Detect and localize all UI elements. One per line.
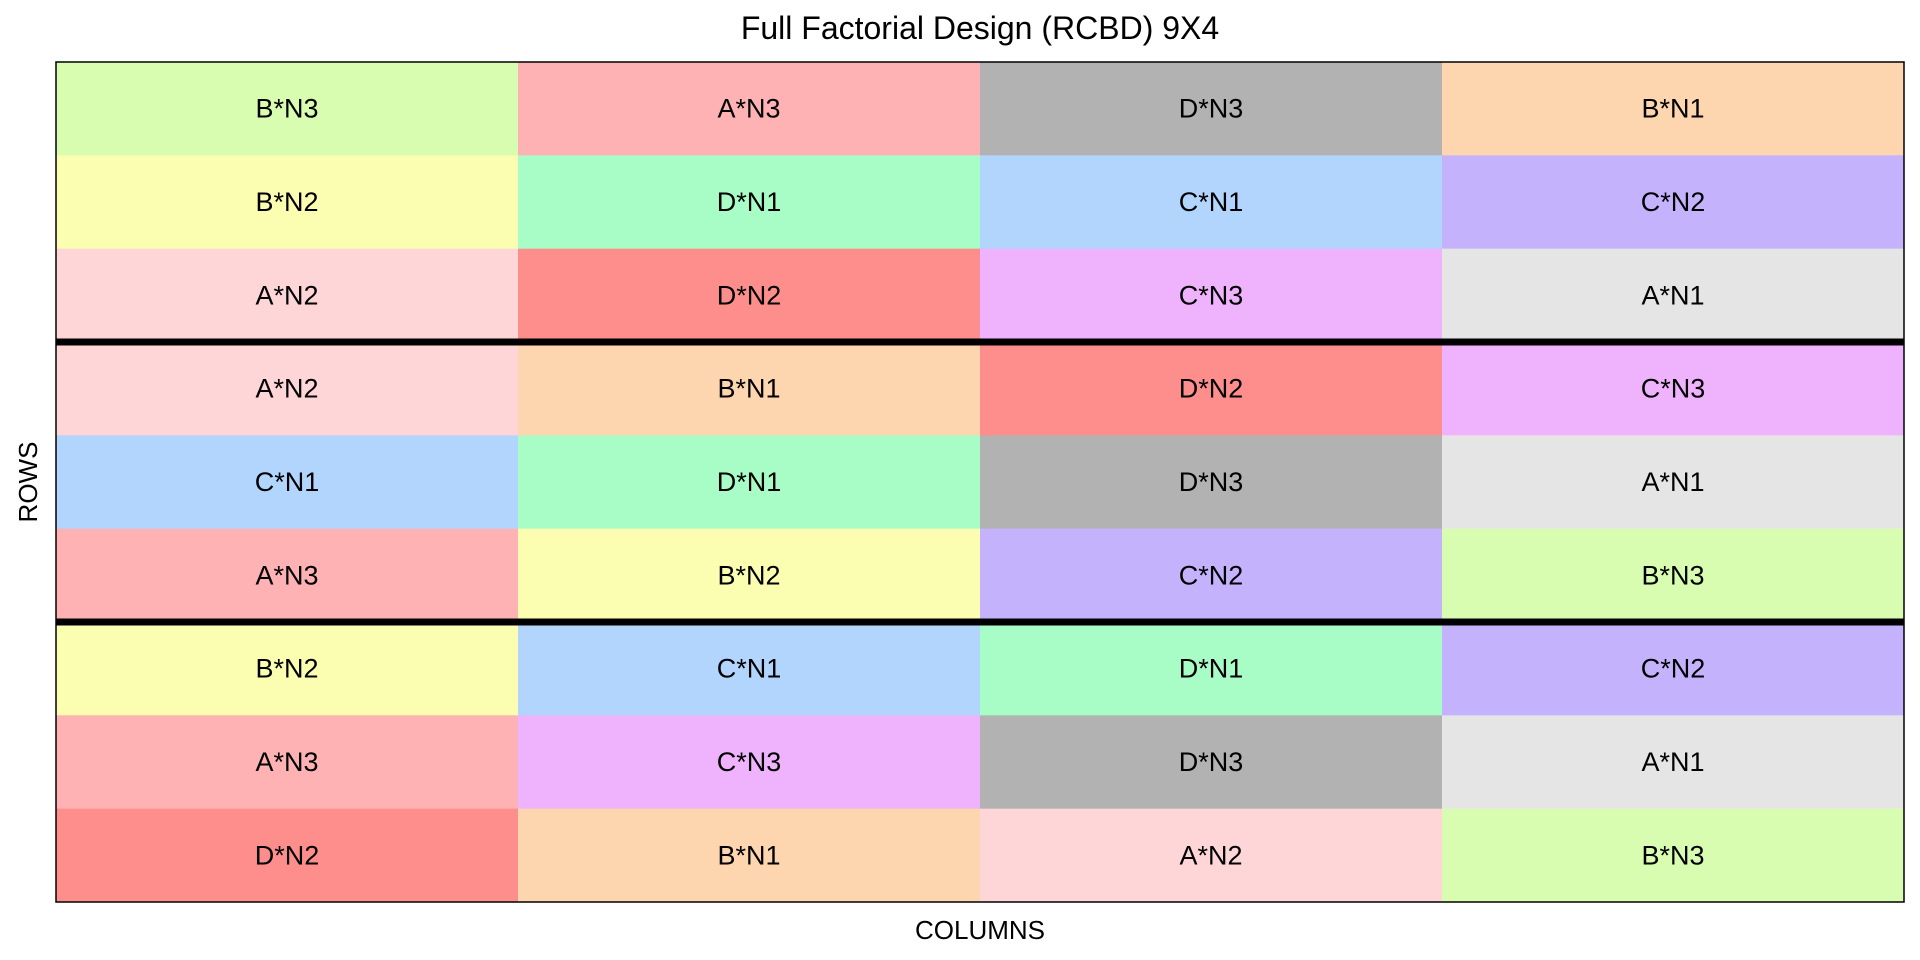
cell-r7-c4	[1442, 622, 1905, 716]
cell-r6-c3	[980, 528, 1443, 623]
cell-r4-c2	[518, 342, 981, 436]
cell-label-r3-c3: C*N3	[1179, 280, 1244, 310]
cell-r4-c4	[1442, 342, 1905, 436]
cell-r2-c2	[518, 155, 981, 250]
cell-label-r9-c3: A*N2	[1179, 840, 1242, 870]
cell-label-r3-c2: D*N2	[717, 280, 782, 310]
cell-r6-c1	[56, 528, 519, 623]
cell-r6-c4	[1442, 528, 1905, 623]
cell-label-r6-c4: B*N3	[1641, 560, 1704, 590]
cell-label-r4-c4: C*N3	[1641, 374, 1706, 404]
cell-label-r9-c1: D*N2	[255, 840, 320, 870]
cell-r3-c1	[56, 248, 519, 343]
cell-label-r1-c2: A*N3	[717, 94, 780, 124]
cell-label-r9-c2: B*N1	[717, 840, 780, 870]
cell-r4-c1	[56, 342, 519, 436]
cell-label-r6-c2: B*N2	[717, 560, 780, 590]
cell-label-r2-c4: C*N2	[1641, 187, 1706, 217]
cell-label-r1-c1: B*N3	[255, 94, 318, 124]
cell-r1-c2	[518, 62, 981, 156]
cell-label-r7-c2: C*N1	[717, 654, 782, 684]
cell-label-r2-c1: B*N2	[255, 187, 318, 217]
cell-labels-layer: B*N3 A*N3 D*N3 B*N1 B*N2 D*N1 C*N1 C*N2 A*N2 D*N2…	[255, 94, 1706, 871]
cell-label-r4-c2: B*N1	[717, 374, 780, 404]
cell-r9-c3	[980, 808, 1443, 903]
cell-r9-c1	[56, 808, 519, 903]
cell-r8-c1	[56, 715, 519, 810]
cell-label-r7-c1: B*N2	[255, 654, 318, 684]
cell-label-r6-c1: A*N3	[255, 560, 318, 590]
chart-title: Full Factorial Design (RCBD) 9X4	[740, 10, 1220, 46]
cell-r2-c4	[1442, 155, 1905, 250]
cell-label-r6-c3: C*N2	[1179, 560, 1244, 590]
cell-label-r8-c2: C*N3	[717, 747, 782, 777]
cell-label-r1-c3: D*N3	[1179, 94, 1244, 124]
cell-r5-c3	[980, 435, 1443, 530]
cell-r3-c2	[518, 248, 981, 343]
cell-r1-c4	[1442, 62, 1905, 156]
cell-label-r5-c4: A*N1	[1641, 467, 1704, 497]
cell-r8-c2	[518, 715, 981, 810]
cell-r7-c3	[980, 622, 1443, 716]
cell-r7-c1	[56, 622, 519, 716]
cell-r2-c1	[56, 155, 519, 250]
x-axis-label: COLUMNS	[914, 915, 1045, 945]
block-dividers-layer	[56, 338, 1904, 626]
cell-r8-c4	[1442, 715, 1905, 810]
cell-r8-c3	[980, 715, 1443, 810]
y-axis-label: ROWS	[13, 441, 43, 523]
cell-r5-c1	[56, 435, 519, 530]
cell-label-r2-c2: D*N1	[717, 187, 782, 217]
cell-label-r3-c1: A*N2	[255, 280, 318, 310]
cell-r7-c2	[518, 622, 981, 716]
cell-r3-c4	[1442, 248, 1905, 343]
cell-label-r5-c3: D*N3	[1179, 467, 1244, 497]
cell-label-r7-c4: C*N2	[1641, 654, 1706, 684]
cell-label-r5-c2: D*N1	[717, 467, 782, 497]
cell-r6-c2	[518, 528, 981, 623]
cell-label-r1-c4: B*N1	[1641, 94, 1704, 124]
cell-label-r5-c1: C*N1	[255, 467, 320, 497]
cell-label-r2-c3: C*N1	[1179, 187, 1244, 217]
cell-label-r8-c3: D*N3	[1179, 747, 1244, 777]
cell-label-r7-c3: D*N1	[1179, 654, 1244, 684]
cell-r5-c2	[518, 435, 981, 530]
cell-label-r4-c1: A*N2	[255, 374, 318, 404]
cells-layer	[56, 62, 1905, 903]
cell-label-r9-c4: B*N3	[1641, 840, 1704, 870]
cell-label-r3-c4: A*N1	[1641, 280, 1704, 310]
cell-label-r4-c3: D*N2	[1179, 374, 1244, 404]
cell-label-r8-c4: A*N1	[1641, 747, 1704, 777]
cell-r5-c4	[1442, 435, 1905, 530]
cell-r1-c3	[980, 62, 1443, 156]
cell-label-r8-c1: A*N3	[255, 747, 318, 777]
cell-r3-c3	[980, 248, 1443, 343]
cell-r4-c3	[980, 342, 1443, 436]
plot-frame	[55, 61, 1905, 903]
cell-r9-c4	[1442, 808, 1905, 903]
cell-r2-c3	[980, 155, 1443, 250]
cell-r1-c1	[56, 62, 519, 156]
cell-r9-c2	[518, 808, 981, 903]
